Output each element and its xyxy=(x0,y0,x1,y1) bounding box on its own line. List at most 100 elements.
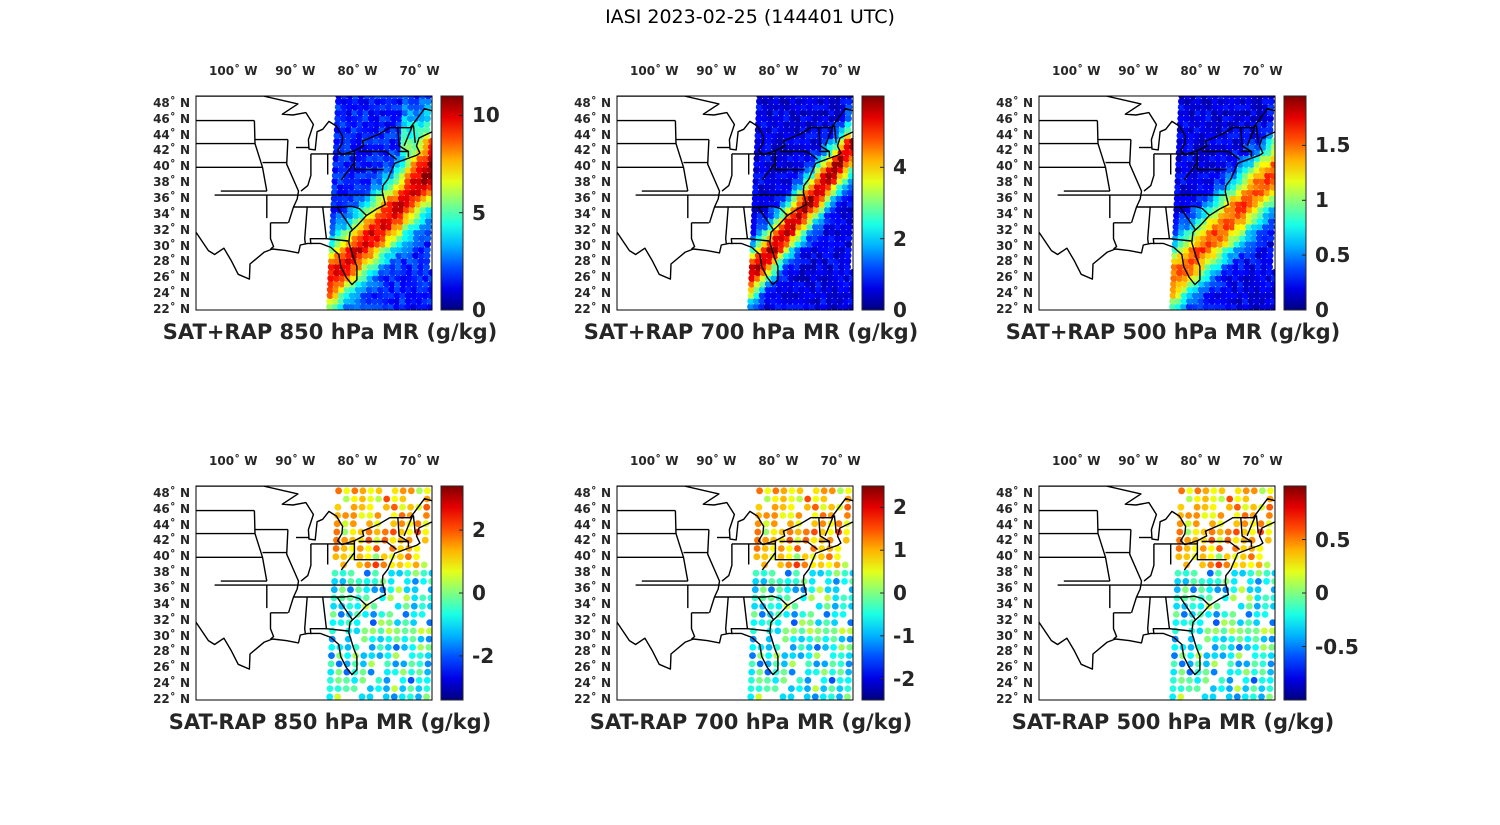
observation-dot xyxy=(829,660,837,668)
observation-dot xyxy=(356,240,364,248)
observation-dot xyxy=(1229,206,1237,214)
observation-dot xyxy=(1265,137,1273,145)
observation-dot xyxy=(1259,286,1267,294)
observation-dot xyxy=(769,172,777,180)
observation-dot xyxy=(355,586,362,594)
observation-dot xyxy=(420,578,427,585)
observation-dot xyxy=(1244,120,1252,128)
observation-dot xyxy=(371,160,379,168)
observation-dot xyxy=(785,194,793,202)
observation-dot xyxy=(394,274,402,282)
observation-dot xyxy=(763,512,770,519)
observation-dot xyxy=(801,561,809,569)
observation-dot xyxy=(400,479,407,486)
observation-dot xyxy=(424,96,432,100)
observation-dot xyxy=(419,594,427,602)
observation-dot xyxy=(1228,223,1236,231)
observation-dot xyxy=(1258,177,1266,185)
observation-dot xyxy=(416,274,424,282)
observation-dot xyxy=(844,109,853,117)
observation-dot xyxy=(391,685,398,692)
observation-dot xyxy=(1173,194,1181,202)
observation-dot xyxy=(1234,685,1241,692)
observation-dot xyxy=(758,297,766,305)
observation-dot xyxy=(1251,652,1259,659)
observation-dot xyxy=(380,96,388,100)
observation-dot xyxy=(350,503,358,511)
observation-dot xyxy=(799,263,807,271)
observation-dot xyxy=(834,545,842,552)
observation-dot xyxy=(755,109,763,117)
observation-dot xyxy=(417,263,425,271)
observation-dot xyxy=(1204,126,1212,134)
observation-dot xyxy=(1218,194,1226,202)
observation-dot xyxy=(786,286,795,294)
latitude-tick-label: 32˚ N xyxy=(574,612,611,627)
observation-dot xyxy=(828,234,836,242)
latitude-tick-label: 40˚ N xyxy=(153,159,190,174)
observation-dot xyxy=(332,154,340,163)
observation-dot xyxy=(1266,676,1274,684)
observation-dot xyxy=(1261,611,1269,618)
observation-dot xyxy=(386,206,394,214)
observation-dot xyxy=(786,528,794,536)
observation-dot xyxy=(1188,103,1197,111)
observation-dot xyxy=(755,685,763,692)
observation-dot xyxy=(1182,251,1190,260)
observation-dot xyxy=(383,143,391,151)
latitude-tick-label: 28˚ N xyxy=(574,644,611,659)
observation-dot xyxy=(1196,619,1204,626)
observation-dot xyxy=(815,619,822,626)
observation-dot xyxy=(367,126,375,134)
observation-dot xyxy=(416,160,424,168)
observation-dot xyxy=(1258,693,1265,700)
observation-dot xyxy=(780,303,788,310)
observation-dot xyxy=(795,223,803,231)
observation-dot xyxy=(822,635,830,643)
observation-dot xyxy=(814,635,822,643)
observation-dot xyxy=(812,685,819,692)
observation-dot xyxy=(1169,291,1177,299)
observation-dot xyxy=(427,602,432,610)
observation-dot xyxy=(1263,189,1271,197)
observation-dot xyxy=(772,97,780,105)
observation-dot xyxy=(343,154,351,163)
observation-dot xyxy=(834,211,843,220)
observation-dot xyxy=(822,114,830,123)
observation-dot xyxy=(389,120,398,128)
observation-dot xyxy=(836,676,844,684)
observation-dot xyxy=(423,120,431,128)
observation-dot xyxy=(774,183,782,191)
observation-dot xyxy=(801,217,809,225)
observation-dot xyxy=(331,172,339,180)
observation-dot xyxy=(753,154,761,163)
observation-dot xyxy=(396,96,404,100)
observation-dot xyxy=(347,194,355,202)
observation-dot xyxy=(848,602,853,610)
observation-dot xyxy=(1243,660,1251,668)
observation-dot xyxy=(376,644,384,651)
observation-dot xyxy=(380,217,388,225)
observation-dot xyxy=(1233,246,1241,254)
observation-dot xyxy=(1210,114,1218,123)
observation-dot xyxy=(1186,154,1194,163)
observation-dot xyxy=(812,211,820,220)
observation-dot xyxy=(334,103,342,111)
observation-dot xyxy=(1213,303,1221,310)
observation-dot xyxy=(766,251,774,260)
observation-dot xyxy=(367,495,374,503)
observation-dot xyxy=(770,274,778,282)
observation-dot xyxy=(761,553,769,561)
observation-dot xyxy=(845,487,852,495)
observation-dot xyxy=(1223,211,1231,220)
observation-dot xyxy=(769,303,777,310)
observation-dot xyxy=(1185,495,1193,503)
latitude-tick-label: 26˚ N xyxy=(574,660,611,675)
observation-dot xyxy=(1245,229,1253,237)
observation-dot xyxy=(752,172,760,180)
observation-dot xyxy=(1199,257,1207,265)
observation-dot xyxy=(823,229,831,237)
observation-dot xyxy=(346,211,354,220)
observation-dot xyxy=(1255,240,1263,248)
observation-dot xyxy=(1193,120,1201,128)
